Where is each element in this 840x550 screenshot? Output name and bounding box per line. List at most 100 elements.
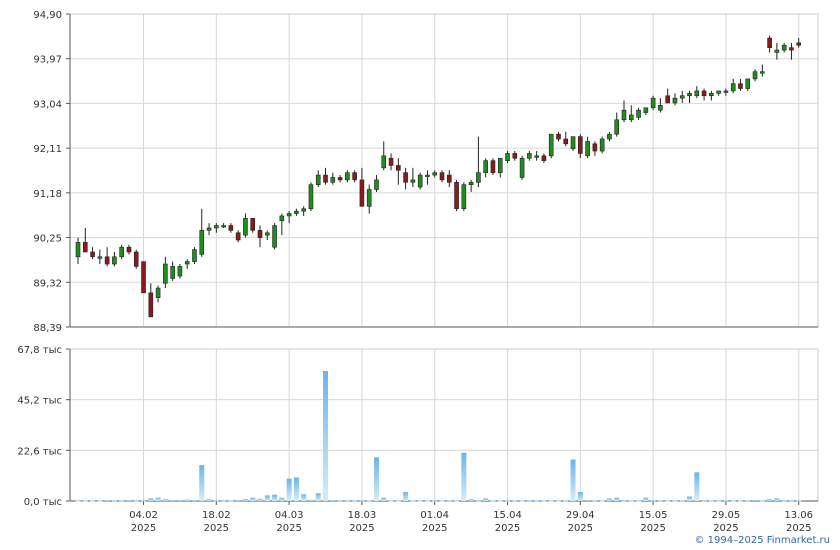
volume-bar [221, 500, 227, 502]
candle-up [505, 153, 510, 161]
price-tick-label: 91,18 [33, 189, 62, 200]
candle-down [352, 172, 357, 181]
candle-up [206, 227, 212, 231]
date-tick-year: 2025 [495, 523, 520, 534]
volume-tick-label: 45,2 тыс [17, 396, 62, 407]
candle-up [308, 184, 314, 210]
price-tick-label: 90,25 [33, 234, 62, 245]
date-tick-label: 01.04 [420, 510, 449, 521]
volume-bar [788, 500, 794, 502]
candle-down [126, 246, 132, 253]
date-tick-label: 29.04 [566, 510, 595, 521]
volume-bar [184, 499, 190, 501]
volume-bar [424, 500, 430, 502]
volume-series [75, 370, 802, 502]
volume-bar [687, 496, 693, 501]
candle-down [82, 242, 88, 253]
candle-up [374, 179, 379, 190]
candle-up [709, 93, 714, 97]
candle-down [578, 136, 583, 154]
candle-up [527, 153, 532, 159]
candle-up [781, 44, 787, 51]
volume-bar [439, 500, 445, 502]
volume-bar [737, 500, 743, 502]
volume-bar [403, 492, 409, 501]
candle-up [119, 246, 124, 258]
volume-bar [257, 498, 263, 501]
volume-bar [242, 499, 248, 501]
date-tick-year: 2025 [276, 523, 301, 534]
axes [66, 13, 819, 505]
candle-up [468, 181, 474, 185]
candle-up [519, 157, 525, 178]
volume-bar [701, 500, 707, 502]
volume-bar [774, 498, 780, 501]
volume-bar [199, 465, 205, 501]
volume-bar [82, 500, 88, 502]
price-tick-label: 88,39 [33, 323, 62, 334]
candle-down [454, 181, 459, 210]
volume-bar [410, 500, 416, 502]
volume-bar [381, 497, 387, 501]
volume-bar [162, 499, 168, 501]
volume-bar [541, 500, 547, 502]
date-tick-label: 29.05 [712, 510, 741, 521]
candle-down [90, 251, 95, 258]
volume-bar [606, 498, 612, 501]
volume-bar [228, 500, 234, 502]
volume-bar [636, 500, 642, 502]
volume-bar [555, 500, 561, 502]
candle-down [228, 225, 234, 231]
volume-bar [366, 500, 372, 502]
volume-bar [432, 500, 438, 502]
volume-bar [628, 500, 634, 502]
date-tick-year: 2025 [422, 523, 447, 534]
date-tick-label: 18.03 [348, 510, 377, 521]
candle-up [636, 109, 641, 118]
candle-up [381, 155, 387, 169]
price-tick-label: 89,32 [33, 278, 62, 289]
volume-tick-label: 0,0 тыс [24, 497, 62, 508]
price-tick-label: 92,11 [33, 144, 62, 155]
volume-bar [344, 500, 350, 502]
volume-bar [621, 500, 627, 502]
volume-bar [512, 500, 518, 502]
candle-up [548, 133, 554, 157]
volume-bar [104, 500, 110, 502]
volume-bar [650, 500, 656, 502]
candle-up [214, 225, 219, 229]
candle-down [250, 218, 256, 231]
volume-bar [111, 500, 117, 502]
volume-bar [570, 459, 576, 501]
candle-down [665, 95, 670, 104]
volume-bar [643, 497, 649, 501]
candle-up [628, 114, 634, 121]
candle-down [767, 37, 772, 48]
volume-bar [490, 500, 496, 502]
volume-bar [665, 500, 671, 502]
grid-lines [70, 13, 818, 502]
volume-bar [767, 499, 773, 501]
volume-bar [577, 492, 583, 501]
candle-up [534, 155, 539, 158]
volume-bar [657, 500, 663, 502]
volume-bar [133, 500, 139, 502]
volume-bar [599, 500, 605, 502]
volume-tick-label: 67,8 тыс [17, 345, 62, 356]
date-tick-label: 15.05 [639, 510, 668, 521]
volume-bar [526, 500, 532, 502]
volume-bar [483, 498, 489, 501]
volume-bar [206, 499, 212, 501]
candle-up [112, 256, 117, 265]
candle-up [723, 90, 729, 93]
candle-up [585, 141, 590, 157]
candle-down [556, 133, 561, 140]
candle-up [614, 119, 620, 135]
candle-down [439, 172, 445, 181]
volume-bar [330, 500, 336, 502]
candle-up [752, 71, 758, 80]
candle-down [701, 90, 707, 97]
volume-bar [90, 500, 96, 502]
volume-bar [388, 500, 394, 502]
